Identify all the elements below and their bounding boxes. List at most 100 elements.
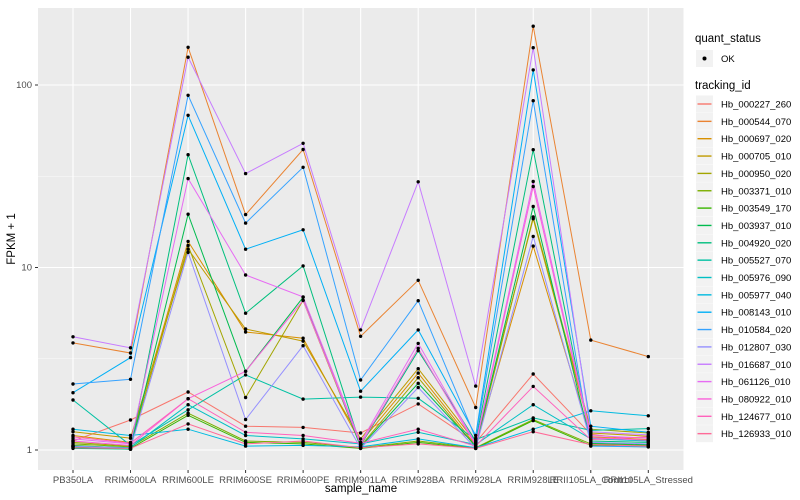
data-point: [358, 441, 363, 445]
legend-item-label: Hb_005976_090: [721, 273, 791, 284]
data-point: [358, 395, 363, 399]
legend-item-label: Hb_016687_010: [721, 360, 791, 371]
data-point: [128, 436, 133, 440]
data-point: [71, 341, 75, 345]
data-point: [358, 378, 363, 382]
data-point: [301, 228, 305, 232]
data-point: [301, 344, 305, 348]
data-point: [531, 24, 535, 28]
data-point: [243, 417, 248, 422]
data-point: [358, 328, 363, 332]
data-point: [301, 443, 305, 448]
data-point: [531, 403, 535, 407]
data-point: [416, 349, 420, 353]
data-point: [128, 346, 133, 350]
data-point: [646, 430, 650, 434]
data-point: [128, 418, 133, 422]
data-point: [531, 184, 535, 189]
data-point: [186, 153, 190, 157]
data-point: [71, 427, 75, 431]
legend-item-label: Hb_012807_030: [721, 342, 791, 353]
data-point: [243, 373, 248, 377]
data-point: [301, 141, 305, 145]
data-point: [186, 212, 190, 216]
data-point: [416, 367, 420, 371]
data-point: [531, 430, 535, 434]
data-point: [531, 179, 535, 184]
x-tick-label: RRIM928LE: [507, 475, 559, 486]
x-tick-label: RRIM901LA: [335, 475, 387, 486]
data-point: [589, 424, 593, 428]
data-point: [186, 403, 190, 407]
data-point: [358, 431, 363, 435]
legend-item-label: Hb_126933_010: [721, 429, 791, 440]
data-point: [531, 418, 535, 423]
data-point: [531, 384, 535, 389]
data-point: [71, 398, 75, 402]
x-tick-label: RRIM928LA: [450, 475, 502, 486]
data-point: [416, 299, 420, 303]
data-point: [71, 382, 75, 386]
x-tick-label: RRII105LA_Control: [550, 475, 632, 486]
data-point: [358, 389, 363, 393]
legend-item-label: Hb_061126_010: [721, 377, 791, 388]
data-point: [301, 397, 305, 401]
data-point: [358, 334, 363, 338]
data-point: [186, 113, 190, 118]
data-point: [416, 402, 420, 406]
data-point: [589, 430, 593, 434]
legend-item-label: Hb_003371_010: [721, 186, 791, 197]
data-point: [186, 243, 190, 248]
data-point: [416, 437, 420, 441]
x-tick-label: RRIM600PE: [277, 475, 330, 486]
data-point: [301, 425, 305, 430]
legend-item-label: Hb_003549_170: [721, 204, 791, 215]
legend-item-label: Hb_000697_020: [721, 134, 791, 145]
data-point: [646, 435, 650, 439]
data-point: [416, 381, 420, 385]
data-point: [243, 171, 248, 176]
data-point: [416, 371, 420, 375]
x-tick-label: PB350LA: [53, 475, 94, 486]
data-point: [186, 250, 190, 255]
data-point: [589, 409, 593, 413]
legend-item-label: Hb_008143_010: [721, 308, 791, 319]
legend-item-label: Hb_010584_020: [721, 325, 791, 336]
data-point: [531, 234, 535, 239]
data-point: [531, 244, 535, 248]
data-point: [416, 385, 420, 390]
y-tick-label: 1: [27, 445, 32, 456]
x-tick-label: RRIM600LE: [162, 475, 214, 486]
data-point: [589, 437, 593, 442]
data-point: [186, 408, 190, 412]
data-point: [128, 377, 133, 381]
data-point: [474, 436, 478, 440]
data-point: [186, 55, 190, 59]
data-point: [358, 446, 363, 450]
data-point: [71, 335, 75, 339]
data-point: [301, 439, 305, 443]
data-point: [531, 204, 535, 209]
data-point: [531, 148, 535, 152]
data-point: [531, 416, 535, 420]
data-point: [531, 372, 535, 376]
data-point: [646, 414, 650, 418]
legend-item-label: Hb_000544_070: [721, 117, 791, 128]
legend-item-label: Hb_004920_020: [721, 238, 791, 249]
data-point: [128, 433, 133, 438]
data-point: [186, 422, 190, 426]
data-point: [474, 384, 478, 388]
data-point: [186, 413, 190, 417]
data-point: [416, 442, 420, 446]
y-axis-title: FPKM + 1: [6, 213, 18, 264]
data-point: [589, 338, 593, 342]
data-point: [243, 273, 248, 277]
data-point: [531, 215, 535, 219]
data-point: [128, 446, 133, 451]
data-point: [416, 180, 420, 184]
data-point: [301, 264, 305, 268]
data-point: [358, 437, 363, 441]
x-tick-label: RRIM600LA: [105, 475, 157, 486]
